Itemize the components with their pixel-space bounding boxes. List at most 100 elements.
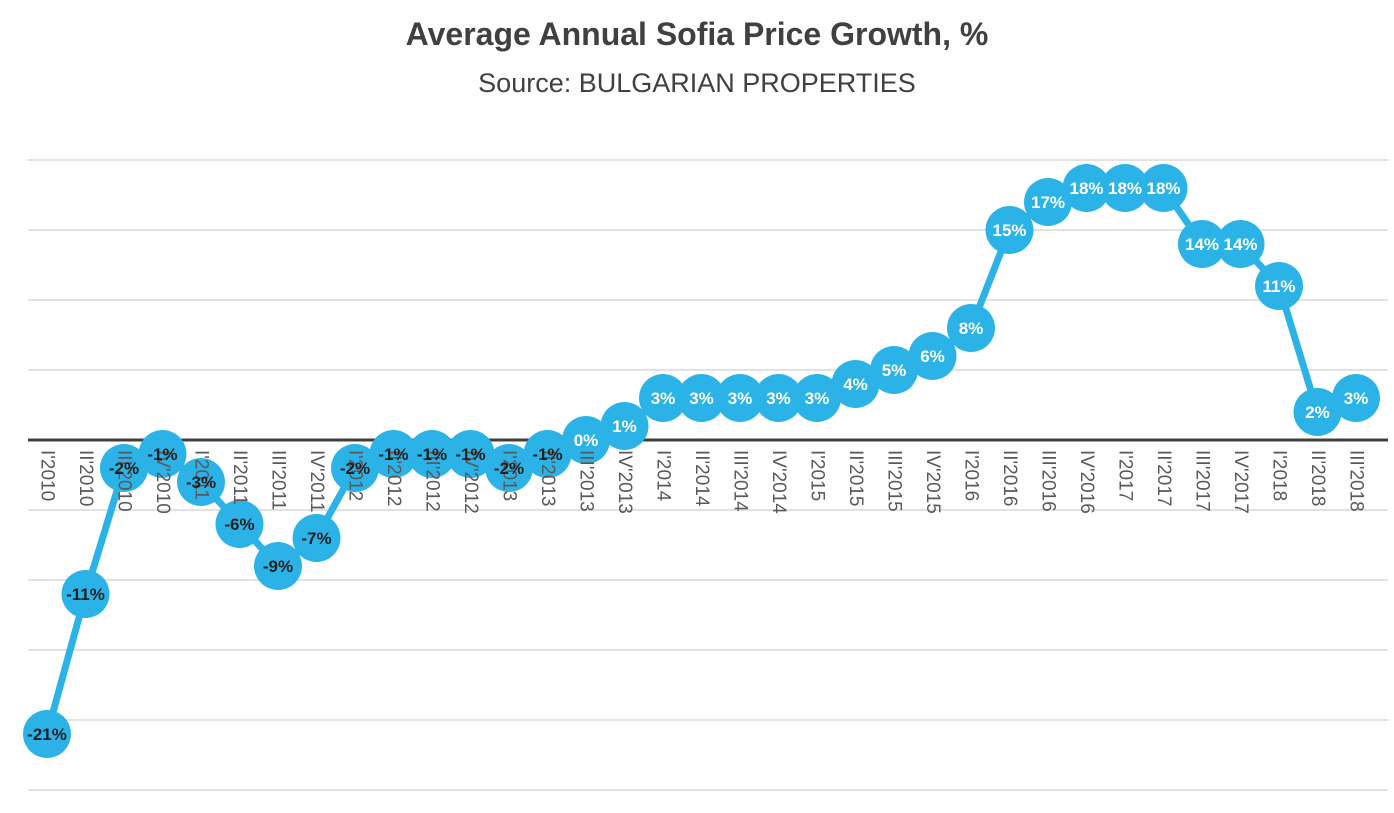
data-label: 3% (728, 389, 753, 408)
x-axis-label: I'2016 (961, 450, 982, 501)
data-point-marker (1255, 262, 1303, 310)
x-axis-label: III'2016 (1038, 450, 1059, 512)
x-axis-label: IV'2017 (1230, 450, 1251, 514)
x-axis-label: II'2017 (1153, 450, 1174, 506)
data-point-marker (408, 430, 456, 478)
x-axis-label: I'2011 (191, 450, 212, 500)
x-axis-label: IV'2016 (1076, 450, 1097, 514)
x-axis-label: II'2013 (537, 450, 558, 506)
data-label: -2% (494, 459, 524, 478)
data-label: 0% (574, 431, 599, 450)
data-label: 18% (1146, 179, 1180, 198)
x-axis-label: III'2015 (884, 450, 905, 512)
x-axis-label: III'2018 (1346, 450, 1367, 512)
data-label: 3% (689, 389, 714, 408)
data-point-marker (138, 430, 187, 478)
data-label: -6% (224, 515, 254, 534)
data-label: 4% (843, 375, 868, 394)
data-point-marker (369, 430, 418, 478)
data-label: -7% (301, 529, 331, 548)
data-label: -21% (27, 725, 67, 744)
x-axis-label: I'2014 (653, 450, 674, 502)
x-axis-label: II'2016 (999, 450, 1020, 506)
x-axis-label: I'2015 (807, 450, 828, 501)
data-point-marker (215, 500, 264, 548)
data-point-marker (1139, 164, 1188, 212)
data-label: -1% (417, 445, 447, 464)
data-point-marker (1101, 164, 1149, 212)
data-point-marker (331, 444, 379, 492)
x-axis-label: II'2010 (75, 450, 96, 506)
data-point-marker (1216, 220, 1265, 268)
data-label: 17% (1031, 193, 1065, 212)
x-axis-label: III'2013 (576, 450, 597, 512)
data-point-marker (562, 416, 610, 464)
data-point-marker (177, 458, 225, 506)
x-axis-label: III'2017 (1192, 450, 1213, 512)
x-axis-label: I'2017 (1115, 450, 1136, 501)
x-axis-label: I'2010 (37, 450, 58, 501)
data-label: 3% (651, 389, 676, 408)
data-label: 1% (612, 417, 637, 436)
data-point-marker (639, 374, 687, 422)
x-axis-label: III'2012 (422, 450, 443, 512)
x-axis-label: IV'2015 (922, 450, 943, 514)
x-axis-label: III'2014 (730, 450, 751, 512)
data-point-marker (523, 430, 572, 478)
data-label: 3% (805, 389, 830, 408)
data-point-marker (600, 402, 649, 450)
data-label: -9% (263, 557, 293, 576)
chart-subtitle: Source: BULGARIAN PROPERTIES (478, 68, 916, 98)
data-point-marker (1062, 164, 1111, 212)
data-point-marker (870, 346, 918, 394)
data-point-marker (985, 206, 1034, 254)
data-point-marker (1332, 374, 1380, 422)
x-axis-label: II'2015 (845, 450, 866, 506)
x-axis-label: IV'2014 (768, 450, 789, 514)
data-point-marker (485, 444, 533, 492)
data-label: 6% (920, 347, 945, 366)
data-point-marker (61, 570, 110, 618)
data-label: 5% (882, 361, 907, 380)
data-label: 15% (992, 221, 1026, 240)
data-point-marker (908, 332, 957, 380)
data-point-marker (754, 374, 803, 422)
data-label: -1% (378, 445, 408, 464)
data-point-marker (793, 374, 841, 422)
chart-title: Average Annual Sofia Price Growth, % (405, 16, 989, 52)
data-point-marker (446, 430, 495, 478)
data-label: 3% (1344, 389, 1369, 408)
x-axis-label: IV'2012 (460, 450, 481, 514)
x-axis-label: II'2014 (691, 450, 712, 507)
data-point-marker (254, 542, 302, 590)
x-axis-label: IV'2013 (614, 450, 635, 514)
data-point-marker (677, 374, 726, 422)
data-point-marker (1178, 220, 1226, 268)
data-label: 2% (1305, 403, 1330, 422)
data-label: 3% (766, 389, 791, 408)
x-axis-label: III'2011 (268, 450, 289, 510)
x-axis-label: I'2012 (345, 450, 366, 501)
data-point-marker (100, 444, 148, 492)
data-label: 18% (1069, 179, 1103, 198)
data-label: -3% (186, 473, 216, 492)
data-point-marker (1293, 388, 1342, 436)
x-axis-label: IV'2010 (152, 450, 173, 514)
x-axis-label: I'2018 (1269, 450, 1290, 501)
data-label: 11% (1262, 277, 1295, 296)
x-axis-label: II'2012 (383, 450, 404, 506)
x-axis-label: I'2013 (499, 450, 520, 501)
data-label: -1% (147, 445, 177, 464)
data-label: -11% (66, 585, 105, 604)
data-point-marker (831, 360, 880, 408)
data-label: -1% (455, 445, 485, 464)
data-point-marker (716, 374, 764, 422)
data-label: -2% (340, 459, 370, 478)
data-label: -1% (532, 445, 562, 464)
data-label: 8% (959, 319, 984, 338)
data-label: 18% (1108, 179, 1142, 198)
data-point-marker (1024, 178, 1072, 226)
data-point-marker (23, 710, 71, 758)
